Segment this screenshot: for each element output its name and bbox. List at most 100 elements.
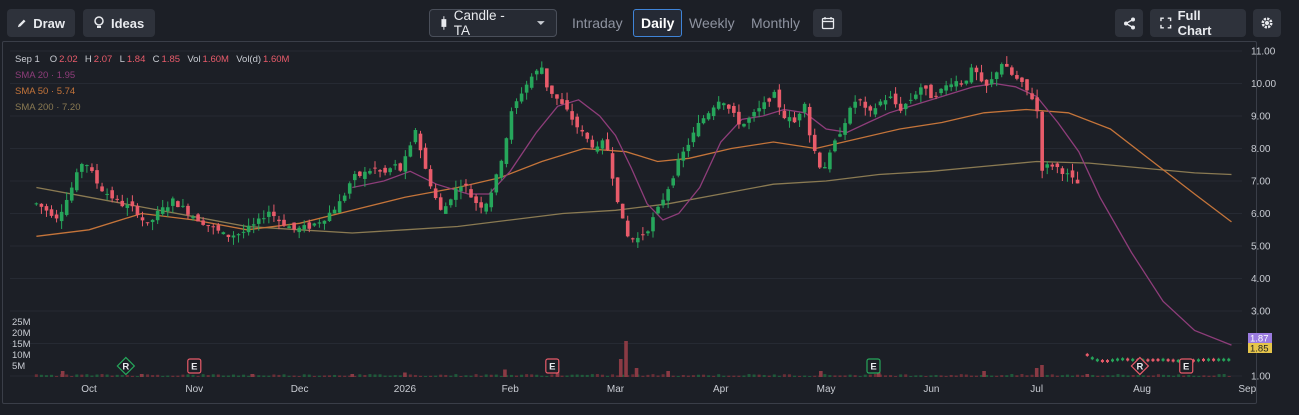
candle-down bbox=[570, 111, 574, 120]
candle-down bbox=[550, 85, 554, 94]
volume-bar bbox=[762, 375, 766, 377]
candle-up bbox=[352, 174, 357, 181]
draw-button[interactable]: Draw bbox=[7, 9, 75, 37]
candle-up bbox=[332, 209, 337, 214]
volume-bar bbox=[413, 374, 417, 377]
volume-bar bbox=[120, 374, 124, 377]
volume-bar bbox=[1146, 375, 1150, 377]
volume-bar bbox=[787, 374, 791, 377]
volume-bar bbox=[65, 374, 69, 377]
candle-down bbox=[145, 222, 150, 224]
x-tick-label: 2026 bbox=[394, 384, 417, 395]
ohlc-row: Sep 1 O 2.02 H 2.07 L 1.84 C 1.85 Vol 1.60M V… bbox=[15, 52, 291, 68]
volume-bar bbox=[338, 375, 342, 377]
volume-bar bbox=[823, 374, 827, 377]
volume-bar bbox=[560, 375, 564, 377]
candle-down bbox=[590, 139, 595, 148]
volume-bar bbox=[899, 374, 903, 377]
candle-up bbox=[251, 224, 256, 226]
candle-up bbox=[878, 101, 883, 106]
sma200-path bbox=[36, 160, 1232, 234]
tab-intraday[interactable]: Intraday bbox=[565, 9, 630, 37]
volume-bar bbox=[585, 374, 589, 377]
candle-down bbox=[817, 152, 822, 168]
candle-down bbox=[868, 106, 873, 111]
ideas-button[interactable]: Ideas bbox=[83, 9, 155, 37]
volume-bar bbox=[671, 375, 675, 377]
event-box bbox=[866, 358, 881, 374]
tab-weekly[interactable]: Weekly bbox=[682, 9, 742, 37]
volume-bar bbox=[166, 375, 170, 377]
candle-down bbox=[115, 198, 120, 200]
candle-up bbox=[489, 192, 494, 208]
volume-bar bbox=[186, 374, 190, 377]
volume-bars bbox=[34, 341, 1231, 377]
chart-type-select[interactable]: Candle - TA bbox=[429, 8, 557, 38]
candle-up bbox=[989, 79, 994, 85]
candle-up bbox=[388, 168, 392, 173]
volume-bar bbox=[904, 374, 908, 377]
volume-bar bbox=[535, 374, 539, 377]
volume-tick-label: 20M bbox=[12, 328, 31, 339]
candle-down bbox=[474, 196, 478, 204]
candle-up bbox=[711, 107, 716, 117]
volume-bar bbox=[464, 375, 468, 377]
volume-bar bbox=[459, 375, 463, 377]
candle-up bbox=[408, 145, 413, 157]
volume-bar bbox=[853, 375, 857, 377]
volume-bar bbox=[696, 374, 700, 377]
volume-bar bbox=[909, 375, 913, 377]
volume-bar bbox=[752, 374, 756, 377]
candle-up bbox=[701, 118, 706, 124]
event-label: E bbox=[870, 362, 876, 373]
sma-price-badge bbox=[1248, 343, 1272, 353]
volume-bar bbox=[813, 375, 817, 377]
candle-down bbox=[373, 167, 377, 169]
y-tick-label: 9.00 bbox=[1251, 112, 1271, 123]
candle-down bbox=[135, 205, 140, 215]
candle-down bbox=[100, 186, 104, 192]
volume-bar bbox=[439, 374, 443, 377]
post-split-candle bbox=[1176, 359, 1180, 362]
candle-down bbox=[1070, 170, 1075, 178]
volume-bar bbox=[1106, 375, 1110, 377]
calendar-button[interactable] bbox=[813, 9, 842, 37]
volume-bar bbox=[348, 375, 352, 377]
volume-bar bbox=[418, 375, 422, 377]
candle-down bbox=[272, 211, 276, 217]
candle-down bbox=[782, 110, 787, 119]
volume-bar bbox=[1177, 374, 1181, 377]
candle-up bbox=[802, 103, 807, 113]
candle-down bbox=[378, 170, 382, 172]
volume-bar bbox=[939, 375, 943, 377]
volume-bar bbox=[503, 369, 507, 377]
post-split-candle bbox=[1095, 359, 1099, 362]
candle-down bbox=[792, 117, 797, 123]
event-marker-earnings-pos: E bbox=[866, 358, 881, 374]
candle-down bbox=[464, 183, 468, 186]
candle-down bbox=[641, 234, 645, 236]
volume-bar bbox=[525, 374, 529, 377]
legend-h-label: H bbox=[84, 54, 92, 65]
volume-bar bbox=[1081, 375, 1085, 377]
candle-down bbox=[924, 85, 928, 89]
legend-open: 2.02 bbox=[59, 54, 78, 65]
volume-bar bbox=[1096, 375, 1100, 377]
settings-button[interactable] bbox=[1253, 9, 1281, 37]
full-chart-button[interactable]: Full Chart bbox=[1150, 8, 1246, 38]
event-label: E bbox=[1183, 362, 1189, 373]
volume-bar bbox=[449, 375, 453, 377]
tab-daily[interactable]: Daily bbox=[633, 9, 683, 37]
tab-monthly[interactable]: Monthly bbox=[744, 9, 807, 37]
share-button[interactable] bbox=[1115, 9, 1143, 37]
volume-bar bbox=[95, 374, 99, 377]
candle-up bbox=[64, 199, 69, 215]
candle-down bbox=[1050, 164, 1055, 167]
candle-up bbox=[261, 218, 266, 220]
volume-bar bbox=[828, 375, 832, 377]
volume-bar bbox=[176, 375, 180, 377]
volume-bar bbox=[196, 375, 200, 377]
candle-down bbox=[575, 116, 579, 128]
